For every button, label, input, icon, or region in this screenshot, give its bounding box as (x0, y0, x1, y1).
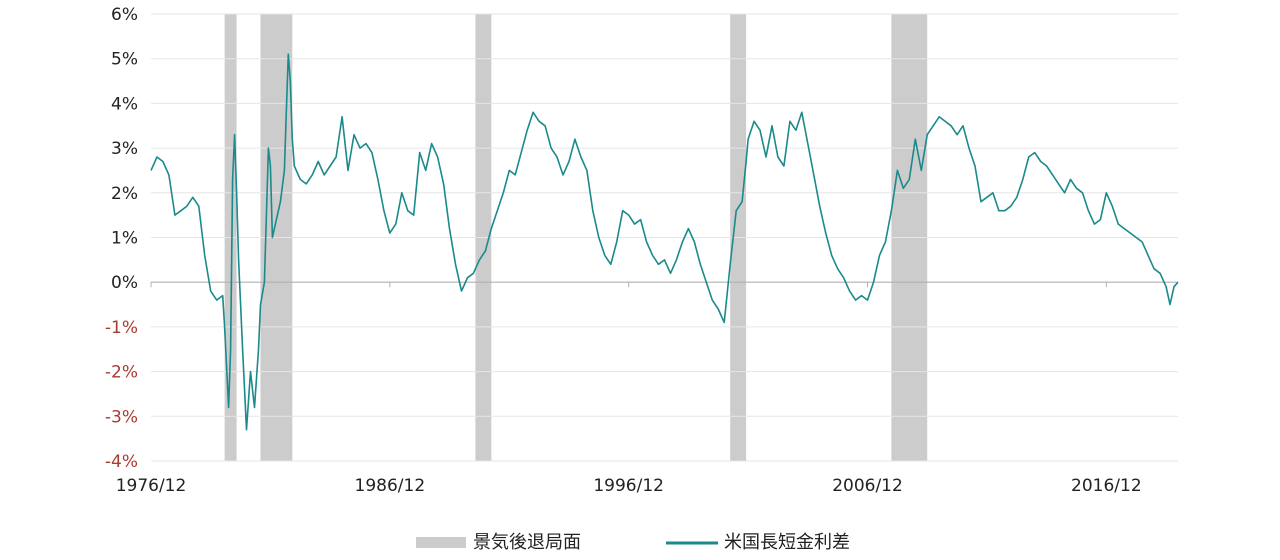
y-tick-label: -1% (105, 318, 138, 338)
x-tick-label: 2006/12 (832, 476, 903, 496)
y-tick-label: -3% (105, 407, 138, 427)
y-tick-label: -4% (105, 452, 138, 472)
legend-label-spread: 米国長短金利差 (724, 532, 850, 553)
y-axis: 6% 5% 4% 3% 2% 1% 0% -1% -2% -3% -4% (105, 5, 138, 472)
y-tick-label: 0% (111, 273, 138, 293)
y-tick-label: 6% (111, 5, 138, 25)
y-tick-label: 2% (111, 184, 138, 204)
legend-label-recession: 景気後退局面 (473, 532, 581, 553)
series-line-1 (150, 53, 1179, 431)
legend-swatch-recession (416, 537, 466, 548)
y-tick-label: 3% (111, 139, 138, 159)
gridlines (151, 13, 1178, 462)
x-tick-label: 1976/12 (116, 476, 187, 496)
y-tick-label: -2% (105, 363, 138, 383)
x-axis: 1976/12 1986/12 1996/12 2006/12 2016/12 (116, 281, 1178, 496)
x-tick-label: 1996/12 (593, 476, 664, 496)
x-tick-label: 1986/12 (355, 476, 426, 496)
series-lines (150, 53, 1179, 431)
y-tick-label: 1% (111, 229, 138, 249)
x-tick-label: 2016/12 (1071, 476, 1142, 496)
y-tick-label: 4% (111, 94, 138, 114)
legend: 景気後退局面 米国長短金利差 (416, 532, 850, 553)
y-tick-label: 5% (111, 50, 138, 70)
